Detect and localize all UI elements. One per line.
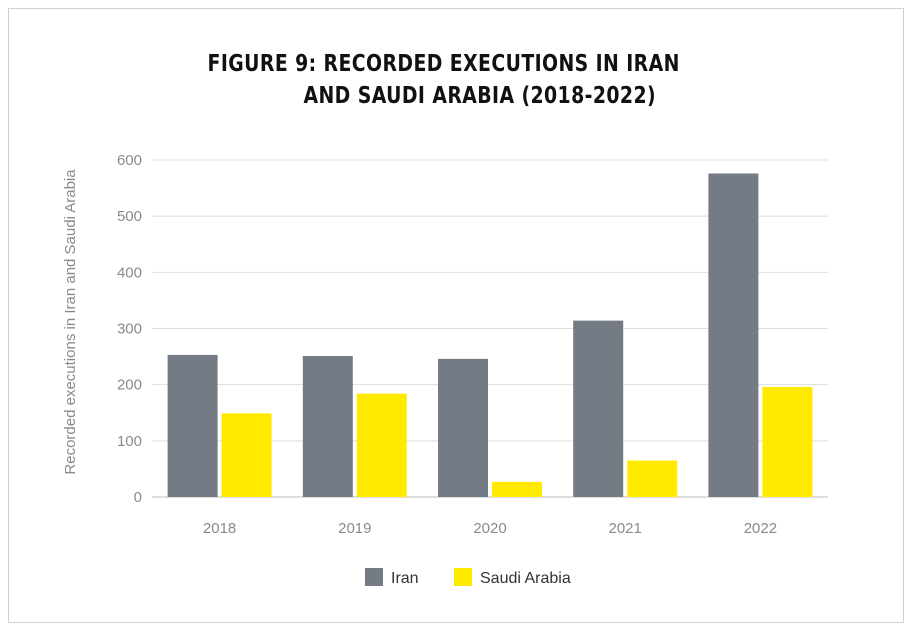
y-tick-label-200: 200 bbox=[117, 377, 142, 394]
x-tick-label-2022: 2022 bbox=[744, 520, 777, 537]
bars bbox=[167, 173, 813, 498]
legend-label-iran: Iran bbox=[391, 570, 419, 587]
bar-iran-2021 bbox=[573, 320, 624, 497]
chart-title-line-1: FIGURE 9: RECORDED EXECUTIONS IN IRAN bbox=[207, 51, 680, 77]
y-tick-label-0: 0 bbox=[134, 489, 142, 506]
bar-saudi-arabia-2021 bbox=[627, 460, 678, 497]
bar-saudi-arabia-2022 bbox=[762, 386, 813, 497]
legend: Iran Saudi Arabia bbox=[365, 568, 571, 587]
y-tick-label-100: 100 bbox=[117, 433, 142, 450]
x-tick-label-2019: 2019 bbox=[338, 520, 371, 537]
y-tick-label-300: 300 bbox=[117, 321, 142, 338]
x-tick-label-2020: 2020 bbox=[473, 520, 506, 537]
bar-saudi-arabia-2019 bbox=[356, 393, 407, 497]
y-tick-label-600: 600 bbox=[117, 152, 142, 169]
x-tick-label-2021: 2021 bbox=[609, 520, 642, 537]
bar-saudi-arabia-2020 bbox=[492, 481, 542, 497]
chart-title: FIGURE 9: RECORDED EXECUTIONS IN IRAN AN… bbox=[69, 48, 818, 112]
legend-label-saudi-arabia: Saudi Arabia bbox=[480, 570, 571, 587]
bar-iran-2020 bbox=[438, 358, 488, 497]
y-axis-tick-labels: 0 100 200 300 400 500 600 bbox=[117, 152, 142, 506]
x-axis-tick-labels: 2018 2019 2020 2021 2022 bbox=[203, 520, 777, 537]
x-tick-label-2018: 2018 bbox=[203, 520, 236, 537]
y-tick-label-400: 400 bbox=[117, 264, 142, 281]
y-tick-label-500: 500 bbox=[117, 208, 142, 225]
bar-saudi-arabia-2018 bbox=[221, 413, 272, 497]
legend-swatch-saudi-arabia bbox=[454, 568, 472, 586]
bar-iran-2019 bbox=[302, 356, 353, 497]
legend-swatch-iran bbox=[365, 568, 383, 586]
bar-iran-2018 bbox=[167, 354, 218, 497]
bar-iran-2022 bbox=[708, 173, 759, 498]
chart-title-line-2: AND SAUDI ARABIA (2018-2022) bbox=[303, 83, 657, 109]
y-axis-title: Recorded executions in Iran and Saudi Ar… bbox=[62, 169, 79, 475]
